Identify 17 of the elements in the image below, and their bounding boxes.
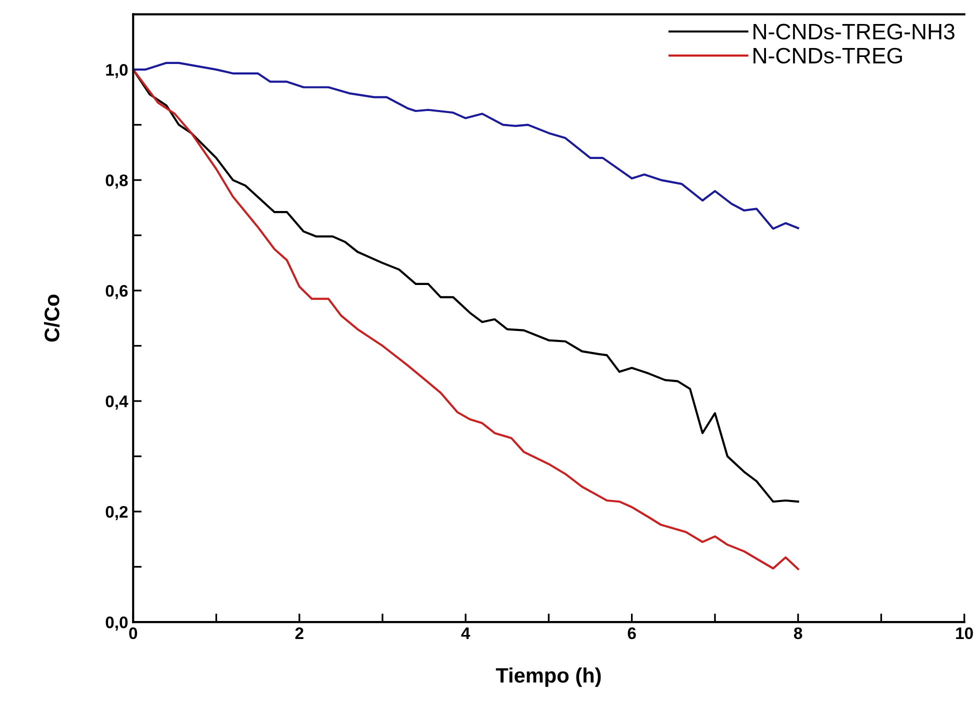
x-tick-label: 6 — [628, 627, 636, 640]
y-tick-label: 0,2 — [106, 506, 128, 520]
y-tick-label: 0,8 — [106, 174, 128, 189]
x-tick-label: 4 — [461, 628, 470, 639]
x-tick-label: 0 — [129, 627, 138, 640]
y-tick-label: 0,0 — [106, 616, 128, 631]
y-tick-label: 1,0 — [106, 64, 128, 78]
legend-label: N-CNDs-TREG-NH3 — [754, 24, 954, 40]
y-axis-title: C/Co — [44, 294, 60, 342]
y-tick-label: 0,6 — [106, 284, 128, 300]
line-series — [133, 62, 800, 230]
x-tick-label: 8 — [794, 627, 802, 640]
legend-label: N-CNDs-TREG — [754, 48, 902, 64]
y-tick-label: 0,4 — [106, 395, 128, 410]
x-axis-title: Tiempo (h) — [496, 667, 601, 687]
x-tick-label: 10 — [956, 627, 973, 640]
x-tick-label: 2 — [295, 627, 304, 639]
